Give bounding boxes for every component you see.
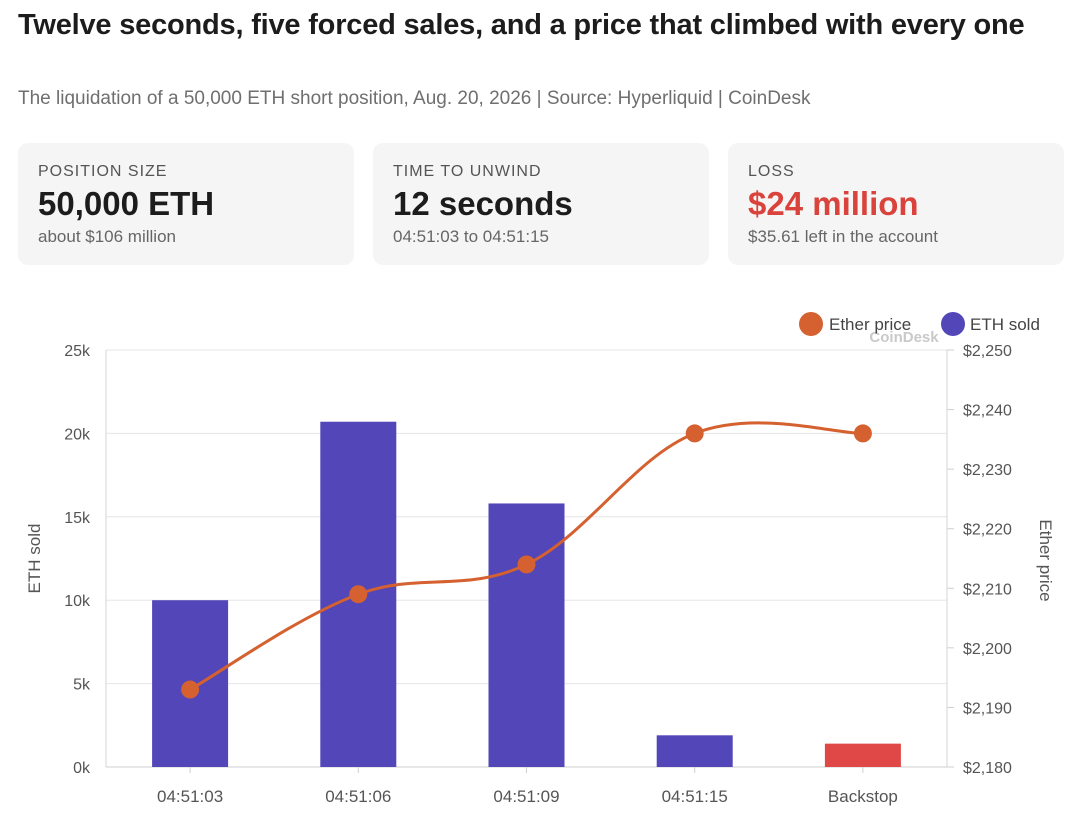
watermark-text: CoinDesk (869, 329, 939, 346)
y-right-tick-label: $2,220 (963, 522, 1012, 539)
page-subtitle: The liquidation of a 50,000 ETH short po… (18, 88, 811, 109)
stat-card-position-size: POSITION SIZE 50,000 ETH about $106 mill… (18, 143, 354, 265)
stat-value: 50,000 ETH (38, 185, 215, 222)
y-tick-label: 25k (64, 343, 91, 360)
ether-price-point (517, 555, 536, 574)
y-right-tick-label: $2,190 (963, 700, 1012, 717)
stat-label: LOSS (748, 163, 795, 180)
y-tick-label: 10k (64, 593, 91, 610)
bar-eth-sold (824, 743, 901, 767)
x-tick-label: 04:51:09 (493, 787, 559, 806)
legend-label-eth-sold: ETH sold (970, 315, 1040, 334)
bar-eth-sold (488, 503, 565, 767)
y-tick-label: 5k (73, 677, 91, 694)
legend-swatch-ether-price (799, 312, 823, 336)
stat-value: 12 seconds (393, 185, 573, 222)
x-tick-label: Backstop (828, 787, 898, 806)
stat-note: $35.61 left in the account (748, 227, 938, 246)
y-right-tick-label: $2,230 (963, 462, 1012, 479)
stat-value-loss: $24 million (748, 185, 919, 222)
ether-price-point (181, 680, 200, 699)
y-tick-label: 0k (73, 760, 91, 777)
ether-price-point (853, 424, 872, 443)
stat-note: 04:51:03 to 04:51:15 (393, 227, 549, 246)
x-tick-label: 04:51:03 (157, 787, 223, 806)
stat-card-time-to-unwind: TIME TO UNWIND 12 seconds 04:51:03 to 04… (373, 143, 709, 265)
legend-swatch-eth-sold (941, 312, 965, 336)
stat-label: POSITION SIZE (38, 163, 168, 180)
y-right-tick-label: $2,200 (963, 641, 1012, 658)
y-tick-label: 20k (64, 426, 91, 443)
bar-eth-sold (656, 735, 733, 767)
ether-price-point (349, 585, 368, 604)
x-tick-label: 04:51:15 (662, 787, 728, 806)
stat-label: TIME TO UNWIND (393, 163, 542, 180)
legend-label-ether-price: Ether price (829, 315, 911, 334)
y-right-axis-title: Ether price (1036, 519, 1055, 601)
y-axis-title: ETH sold (25, 524, 44, 594)
y-tick-label: 15k (64, 510, 91, 527)
stat-note: about $106 million (38, 227, 176, 246)
y-right-tick-label: $2,240 (963, 403, 1012, 420)
y-right-tick-label: $2,180 (963, 760, 1012, 777)
x-tick-label: 04:51:06 (325, 787, 391, 806)
combo-chart: 0k 5k 10k 15k 20k 25k $2,180 $2,190 $2,200 $2,210… (25, 312, 1055, 806)
ether-price-point (685, 424, 704, 443)
y-right-tick-label: $2,250 (963, 343, 1012, 360)
y-right-tick-label: $2,210 (963, 581, 1012, 598)
page-title: Twelve seconds, five forced sales, and a… (18, 9, 1025, 41)
stat-card-loss: LOSS $24 million $35.61 left in the acco… (728, 143, 1064, 265)
